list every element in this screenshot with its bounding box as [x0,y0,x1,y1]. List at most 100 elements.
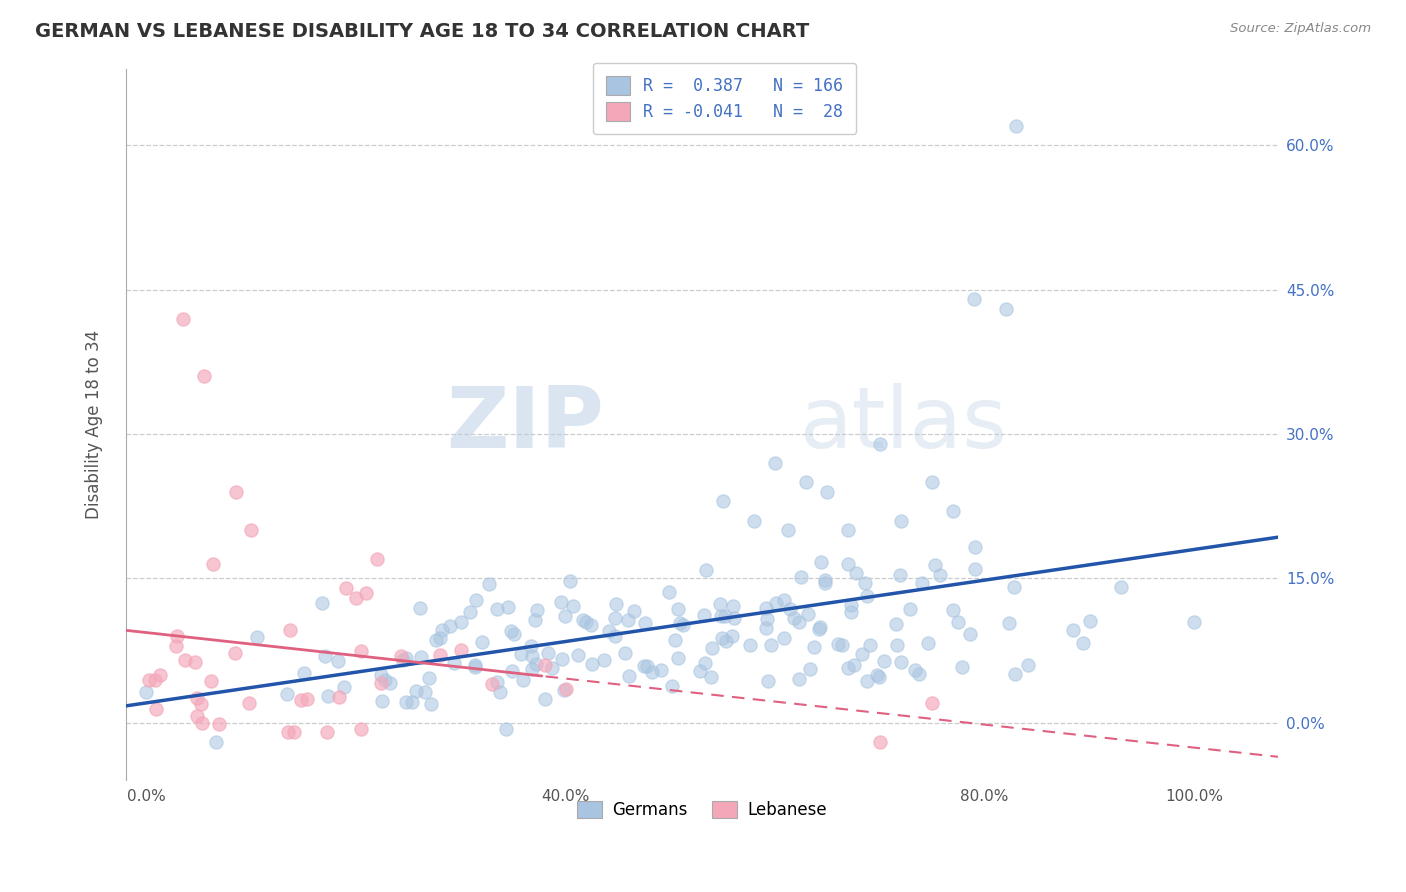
Point [166,629,188,643]
Point [405,683,427,698]
Point [246,630,269,644]
Point [963,562,986,576]
Point [562,599,585,614]
Point [603,629,626,643]
Point [283,725,305,739]
Text: Source: ZipAtlas.com: Source: ZipAtlas.com [1230,22,1371,36]
Point [778,523,800,537]
Point [994,301,1017,316]
Text: ZIP: ZIP [446,383,603,466]
Point [1017,657,1039,672]
Point [666,602,689,616]
Point [884,617,907,632]
Point [661,680,683,694]
Point [333,681,356,695]
Point [575,615,598,629]
Point [817,484,839,499]
Point [873,654,896,668]
Point [409,650,432,665]
Point [695,563,717,577]
Point [889,568,911,582]
Point [560,574,582,589]
Point [409,600,432,615]
Point [471,634,494,648]
Point [866,668,889,682]
Point [837,523,859,537]
Point [869,436,891,450]
Point [224,646,246,660]
Point [138,673,160,687]
Point [567,648,589,662]
Point [946,615,969,629]
Point [842,657,865,672]
Point [636,658,658,673]
Point [723,599,745,613]
Point [924,558,946,572]
Point [429,648,451,663]
Point [238,696,260,710]
Point [276,687,298,701]
Point [524,657,547,672]
Point [755,601,778,615]
Point [190,715,212,730]
Point [814,573,837,587]
Point [551,651,574,665]
Point [1078,614,1101,628]
Point [370,675,392,690]
Point [619,668,641,682]
Point [814,575,837,590]
Point [495,722,517,736]
Point [803,640,825,655]
Point [890,514,912,528]
Point [344,591,367,605]
Point [720,629,742,643]
Point [841,605,863,619]
Point [859,638,882,652]
Point [765,596,787,610]
Point [186,690,208,705]
Point [623,603,645,617]
Point [328,654,350,668]
Point [316,690,339,704]
Point [554,681,576,696]
Point [481,677,503,691]
Point [328,690,350,705]
Text: atlas: atlas [800,383,1008,466]
Point [389,648,412,663]
Point [700,670,723,684]
Point [350,722,373,736]
Point [523,613,546,627]
Point [738,639,761,653]
Point [711,494,734,508]
Point [450,643,472,657]
Point [526,603,548,617]
Point [145,702,167,716]
Point [1002,580,1025,594]
Point [184,656,207,670]
Point [856,674,879,689]
Point [1005,120,1028,134]
Point [1109,580,1132,594]
Point [693,608,716,623]
Point [1062,624,1084,638]
Point [714,633,737,648]
Point [942,504,965,518]
Point [394,651,416,665]
Point [693,656,716,670]
Point [537,647,560,661]
Point [290,693,312,707]
Point [489,684,512,698]
Point [959,627,981,641]
Legend: Germans, Lebanese: Germans, Lebanese [569,794,834,825]
Point [998,615,1021,630]
Point [278,623,301,637]
Point [314,648,336,663]
Point [831,638,853,652]
Point [755,621,778,635]
Point [1071,636,1094,650]
Point [429,631,451,645]
Point [904,663,927,677]
Point [534,692,557,706]
Point [413,685,436,699]
Point [616,613,638,627]
